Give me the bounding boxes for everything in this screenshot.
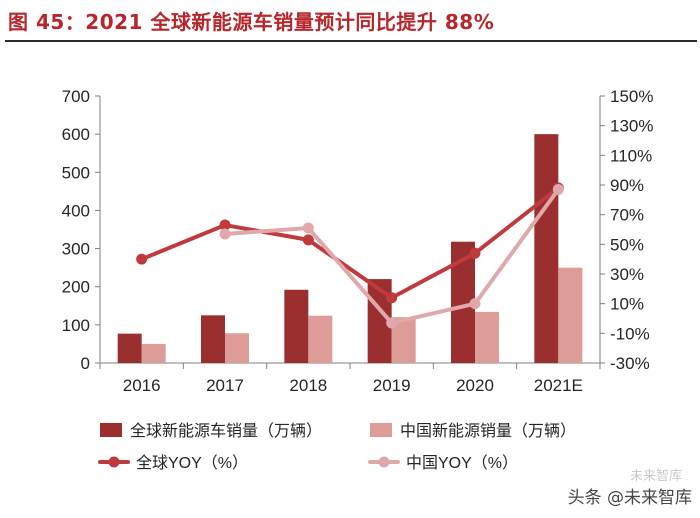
left-tick-label: 0 (81, 354, 90, 373)
china-yoy-point (386, 317, 398, 329)
global-yoy-point (469, 247, 481, 259)
chart-lines (136, 182, 564, 329)
chart-legend: 全球新能源车销量（万辆） 中国新能源销量（万辆） 全球YOY（%） 中国YOY（%） (98, 422, 576, 472)
left-tick-label: 500 (62, 163, 90, 182)
legend-china-yoy-label: 中国YOY（%） (406, 454, 518, 472)
left-tick-label: 300 (62, 240, 90, 259)
china-yoy-point (469, 298, 481, 310)
global-yoy-point (219, 219, 231, 231)
right-tick-label: 150% (610, 87, 653, 106)
global-sales-bar (534, 134, 559, 363)
x-tick-label: 2016 (123, 376, 161, 395)
x-tick-label: 2017 (206, 376, 244, 395)
right-tick-label: 110% (610, 146, 652, 165)
left-tick-label: 100 (62, 316, 90, 335)
right-tick-label: 50% (610, 235, 644, 254)
global-sales-bar (117, 333, 142, 363)
china-yoy-point (552, 183, 564, 195)
watermark: 头条 @未来智库 (567, 488, 692, 508)
china-sales-bar (475, 311, 499, 363)
left-tick-label: 600 (62, 125, 90, 144)
legend-china-yoy-swatch-dot (378, 456, 390, 468)
global-sales-bar (284, 289, 309, 363)
right-tick-label: 30% (610, 265, 644, 284)
watermark-faint: 未来智库 (629, 469, 682, 484)
right-tick-label: 10% (610, 295, 644, 314)
global-yoy-point (302, 234, 314, 246)
china-sales-bar (308, 315, 333, 363)
global-yoy-line (139, 185, 561, 300)
chart-axes: 0 100 200 300 400 500 600 700 -30% -10% 10% 30% 50% 7… (62, 87, 654, 395)
right-tick-label: 90% (610, 176, 644, 195)
legend-global-yoy-label: 全球YOY（%） (136, 454, 248, 472)
x-tick-label: 2019 (373, 376, 411, 395)
china-sales-bar (141, 343, 166, 363)
china-yoy-point (302, 222, 314, 234)
right-tick-label: 70% (610, 206, 644, 225)
right-tick-label: -10% (610, 324, 650, 343)
title-divider (5, 40, 697, 42)
legend-global-yoy-swatch-dot (108, 456, 120, 468)
right-tick-label: 130% (610, 117, 653, 136)
x-tick-label: 2020 (456, 376, 494, 395)
chart-bars (117, 134, 583, 363)
china-yoy-point (219, 228, 231, 240)
global-yoy-point (386, 292, 398, 304)
china-sales-bar (225, 333, 249, 363)
global-yoy-point (136, 253, 148, 265)
china-sales-bar (558, 267, 583, 363)
left-tick-label: 700 (62, 87, 90, 106)
legend-china-sales-label: 中国新能源销量（万辆） (400, 422, 576, 440)
legend-global-sales-swatch (100, 423, 122, 437)
legend-global-sales-label: 全球新能源车销量（万辆） (130, 422, 322, 440)
left-tick-label: 200 (62, 278, 90, 297)
legend-china-sales-swatch (370, 423, 392, 437)
global-sales-bar (201, 315, 225, 363)
left-tick-label: 400 (62, 201, 90, 220)
x-tick-label: 2021E (534, 376, 583, 395)
figure-title: 图 45：2021 全球新能源车销量预计同比提升 88% (8, 10, 495, 34)
x-tick-label: 2018 (289, 376, 327, 395)
right-tick-label: -30% (610, 354, 650, 373)
